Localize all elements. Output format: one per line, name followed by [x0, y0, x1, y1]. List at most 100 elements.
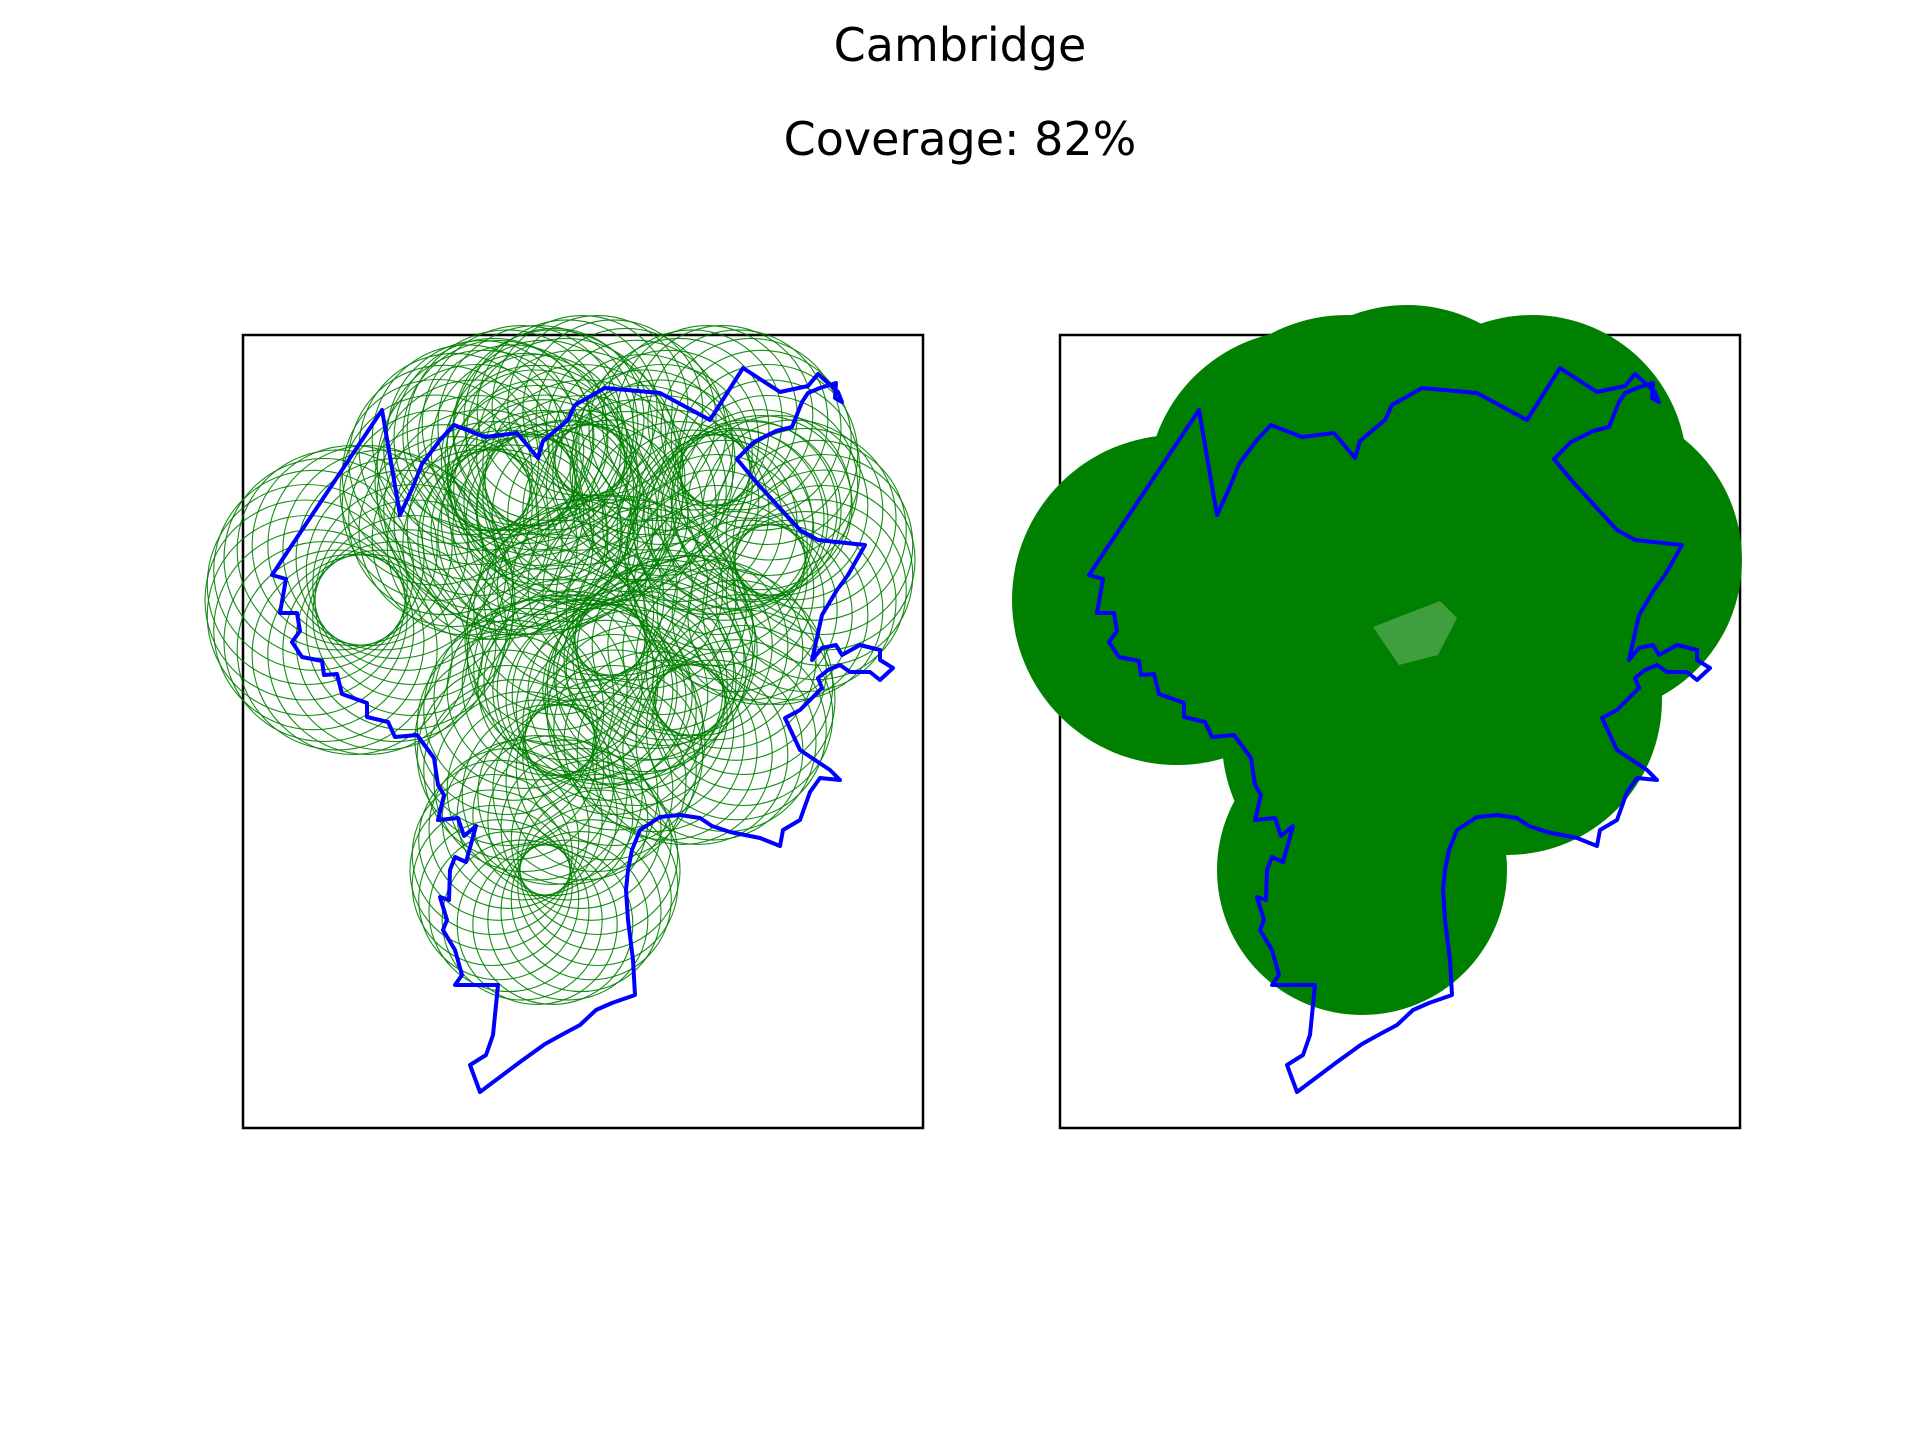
coverage-circle-8-10 — [416, 664, 598, 847]
coverage-circle-8-14 — [433, 607, 615, 789]
coverage-circle-2-14 — [393, 337, 595, 539]
coverage-circle-9-19 — [500, 747, 662, 909]
coverage-circle-4-17 — [632, 325, 814, 507]
coverage-circle-5-0 — [734, 469, 916, 651]
coverage-circle-9-13 — [418, 759, 580, 921]
coverage-circle-2-9 — [383, 409, 585, 611]
coverage-circle-5-13 — [633, 439, 815, 621]
coverage-circle-4-3 — [660, 421, 842, 603]
coverage-circle-8-3 — [505, 691, 687, 873]
coverage-circle-5-14 — [643, 427, 825, 609]
coverage-circle-5-3 — [715, 511, 897, 693]
coverage-circle-8-9 — [423, 679, 605, 861]
coverage-circle-0-13 — [213, 469, 415, 671]
coverage-circle-9-5 — [472, 843, 634, 1005]
coverage-circle-5-10 — [626, 484, 808, 667]
coverage-gap — [1373, 601, 1457, 665]
coverage-circle-8-2 — [515, 679, 697, 861]
coverage-circle-4-21 — [677, 363, 859, 546]
coverage-circle-7-15 — [576, 559, 758, 741]
coverage-circle-7-5 — [607, 663, 789, 845]
coverage-circle-2-17 — [437, 325, 639, 527]
right-coverage-fill — [1012, 305, 1742, 1015]
figure-title: Cambridge — [833, 18, 1087, 72]
coverage-circle-4-19 — [660, 337, 842, 519]
coverage-circle-8-17 — [477, 595, 659, 777]
coverage-circle-8-11 — [414, 649, 596, 831]
coverage-circle-9-21 — [517, 773, 679, 936]
coverage-circle-8-7 — [446, 699, 628, 881]
coverage-circle-1-18 — [417, 344, 609, 536]
coverage-circle-3-12 — [446, 353, 628, 536]
coverage-circle-4-18 — [647, 329, 829, 511]
coverage-circle-8-15 — [446, 599, 628, 781]
coverage-circle-0-9 — [213, 529, 415, 731]
coverage-circle-7-16 — [591, 555, 773, 737]
coverage-circle-2-13 — [383, 349, 585, 551]
coverage-subtitle: Coverage: 82% — [783, 112, 1137, 166]
coverage-circle-4-1 — [677, 394, 859, 577]
coverage-circle-5-11 — [624, 469, 806, 651]
coverage-circle-5-19 — [715, 427, 897, 609]
coverage-circle-4-15 — [601, 329, 783, 511]
coverage-circle-7-8 — [563, 651, 745, 833]
coverage-circle-6-18 — [542, 499, 724, 681]
coverage-circle-3-8 — [463, 411, 645, 593]
coverage-circle-8-21 — [522, 633, 704, 816]
right-city-boundary — [1087, 366, 1712, 1094]
coverage-circle-9-6 — [456, 843, 618, 1005]
coverage-circle-4-2 — [670, 409, 852, 591]
coverage-circle-2-21 — [482, 363, 684, 566]
coverage-circle-8-20 — [515, 619, 697, 801]
coverage-circle-6-3 — [555, 591, 737, 773]
coverage-circle-9-0 — [519, 789, 681, 951]
coverage-circle-8-1 — [522, 664, 704, 847]
coverage-circle-5-12 — [626, 453, 808, 636]
coverage-circle-9-12 — [411, 773, 573, 936]
coverage-circle-5-17 — [687, 415, 869, 597]
coverage-circle-1-5 — [402, 448, 594, 640]
coverage-circle-1-17 — [402, 340, 594, 532]
coverage-circle-7-14 — [563, 567, 745, 749]
coverage-circle-7-19 — [635, 567, 817, 749]
coverage-circle-6-15 — [496, 499, 678, 681]
coverage-circle-5-7 — [656, 519, 838, 701]
coverage-circle-0-6 — [251, 553, 453, 755]
coverage-circle-4-14 — [588, 337, 770, 519]
coverage-circle-9-20 — [510, 759, 672, 921]
coverage-circle-5-21 — [732, 453, 914, 636]
coverage-circle-7-0 — [654, 609, 836, 791]
coverage-circle-5-16 — [671, 415, 853, 597]
coverage-circle-8-5 — [477, 703, 659, 885]
coverage-circle-9-10 — [411, 804, 573, 967]
left-city-boundary — [270, 366, 895, 1094]
coverage-circle-9-17 — [472, 735, 634, 897]
coverage-circle-2-2 — [475, 409, 677, 611]
coverage-circle-7-21 — [652, 593, 834, 776]
coverage-circle-1-12 — [341, 378, 533, 571]
coverage-circle-6-17 — [527, 495, 709, 677]
coverage-circle-6-16 — [511, 495, 693, 677]
left-coverage-circles — [204, 315, 916, 1005]
coverage-circle-1-19 — [430, 352, 622, 544]
coverage-circle-3-10 — [446, 384, 628, 567]
coverage-circle-5-6 — [671, 523, 853, 705]
coverage-circle-7-17 — [607, 555, 789, 737]
coverage-circle-7-13 — [553, 579, 735, 761]
coverage-circle-0-10 — [206, 514, 408, 717]
coverage-circle-4-12 — [571, 363, 753, 546]
coverage-circle-9-11 — [409, 789, 571, 951]
coverage-circle-5-20 — [725, 439, 907, 621]
coverage-circle-8-18 — [492, 599, 674, 781]
coverage-circle-6-21 — [572, 533, 754, 716]
coverage-circle-8-12 — [416, 633, 598, 816]
coverage-fill-9 — [1217, 725, 1507, 1015]
coverage-circle-9-18 — [487, 739, 649, 901]
coverage-circle-3-14 — [463, 327, 645, 509]
coverage-circle-9-1 — [517, 804, 679, 967]
coverage-circle-8-16 — [461, 595, 643, 777]
coverage-circle-5-15 — [656, 419, 838, 601]
coverage-circle-9-8 — [428, 831, 590, 993]
coverage-circle-5-2 — [725, 499, 907, 681]
